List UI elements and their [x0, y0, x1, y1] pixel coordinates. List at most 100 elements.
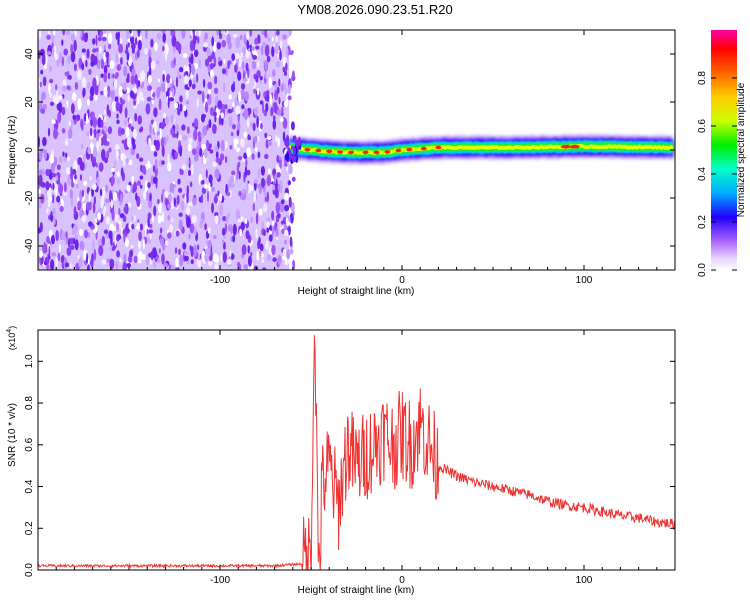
noise-speck	[186, 157, 190, 166]
noise-speck	[40, 108, 46, 114]
noise-speck	[187, 126, 190, 134]
colorbar-tick-label: 0.4	[697, 167, 708, 181]
noise-speck	[225, 66, 228, 77]
noise-speck	[123, 119, 127, 126]
colorbar-ticks: 0.0 0.2 0.4 0.6 0.8	[697, 71, 737, 277]
noise-speck	[162, 73, 165, 83]
noise-speck	[115, 143, 120, 151]
noise-speck	[85, 32, 88, 39]
noise-speck	[184, 194, 187, 205]
colorbar-gradient	[711, 30, 737, 270]
noise-speck	[175, 41, 181, 51]
noise-speck	[271, 46, 275, 57]
noise-speck	[211, 202, 214, 214]
noise-speck	[277, 254, 282, 265]
noise-speck	[81, 215, 87, 223]
band-hotspot	[373, 150, 380, 155]
noise-speck	[126, 51, 130, 61]
noise-speck	[203, 42, 208, 48]
noise-speck	[161, 160, 165, 165]
noise-speck	[79, 228, 84, 236]
noise-speck	[119, 258, 123, 263]
noise-speck	[170, 30, 174, 37]
noise-speck	[194, 49, 199, 58]
figure-title: YM08.2026.090.23.51.R20	[297, 2, 452, 17]
noise-speck	[149, 192, 152, 202]
noise-speck	[157, 198, 160, 205]
noise-speck	[62, 151, 65, 157]
noise-speck	[57, 111, 62, 124]
noise-speck	[66, 156, 70, 162]
noise-speck	[183, 250, 189, 257]
noise-speck	[213, 87, 219, 95]
noise-speck	[116, 250, 120, 258]
noise-speck	[130, 35, 135, 45]
noise-speck	[269, 230, 272, 236]
noise-speck	[106, 85, 111, 98]
noise-speck	[209, 149, 214, 154]
noise-speck	[178, 66, 184, 73]
noise-speck	[51, 173, 57, 178]
band-hotspot	[304, 147, 311, 152]
noise-speck	[72, 237, 76, 245]
noise-speck	[231, 142, 234, 150]
noise-speck	[150, 250, 154, 261]
noise-speck	[266, 221, 270, 228]
noise-speck	[42, 136, 47, 147]
noise-speck	[268, 77, 272, 89]
noise-speck	[243, 264, 249, 270]
noise-speck	[271, 244, 276, 256]
noise-speck	[73, 206, 77, 216]
spectrogram-y-tick-label: 40	[24, 48, 35, 60]
noise-speck	[220, 139, 225, 152]
noise-speck	[101, 148, 106, 161]
noise-speck	[197, 90, 202, 95]
noise-speck	[202, 90, 205, 103]
noise-speck	[241, 189, 246, 194]
noise-speck	[87, 98, 90, 106]
noise-speck	[45, 168, 51, 177]
noise-speck	[282, 59, 286, 69]
noise-speck	[141, 96, 145, 102]
noise-speck	[137, 115, 143, 125]
noise-speck	[39, 48, 45, 57]
noise-speck	[130, 244, 134, 249]
noise-speck	[236, 173, 239, 181]
noise-speck	[50, 162, 56, 174]
noise-speck	[258, 184, 263, 195]
noise-speck	[139, 223, 144, 231]
noise-speck	[61, 127, 66, 134]
noise-speck	[221, 40, 226, 48]
noise-speck	[107, 72, 111, 80]
noise-speck	[106, 258, 111, 263]
noise-speck	[246, 39, 250, 50]
noise-speck	[272, 184, 276, 191]
noise-speck	[189, 223, 195, 234]
noise-speck	[90, 53, 96, 63]
noise-speck	[279, 40, 283, 49]
noise-speck	[207, 88, 212, 95]
noise-speck	[222, 215, 227, 222]
noise-speck	[223, 58, 226, 64]
noise-speck	[251, 185, 254, 192]
noise-speck	[72, 168, 77, 176]
band-edge-speck	[289, 153, 293, 158]
noise-speck	[101, 186, 106, 198]
noise-speck	[159, 227, 163, 234]
noise-speck	[272, 220, 274, 227]
noise-speck	[193, 129, 198, 141]
noise-speck	[146, 190, 149, 202]
noise-speck	[55, 84, 58, 91]
noise-speck	[155, 139, 161, 152]
snr-x-tick-label: -100	[210, 575, 230, 586]
noise-speck	[245, 62, 249, 72]
noise-speck	[198, 58, 201, 69]
noise-speck	[116, 64, 122, 71]
noise-speck	[285, 88, 288, 96]
noise-speck	[117, 178, 120, 185]
noise-speck	[98, 135, 102, 148]
noise-speck	[258, 236, 261, 245]
noise-speck	[190, 246, 194, 258]
noise-speck	[50, 259, 55, 270]
noise-speck	[277, 213, 281, 219]
